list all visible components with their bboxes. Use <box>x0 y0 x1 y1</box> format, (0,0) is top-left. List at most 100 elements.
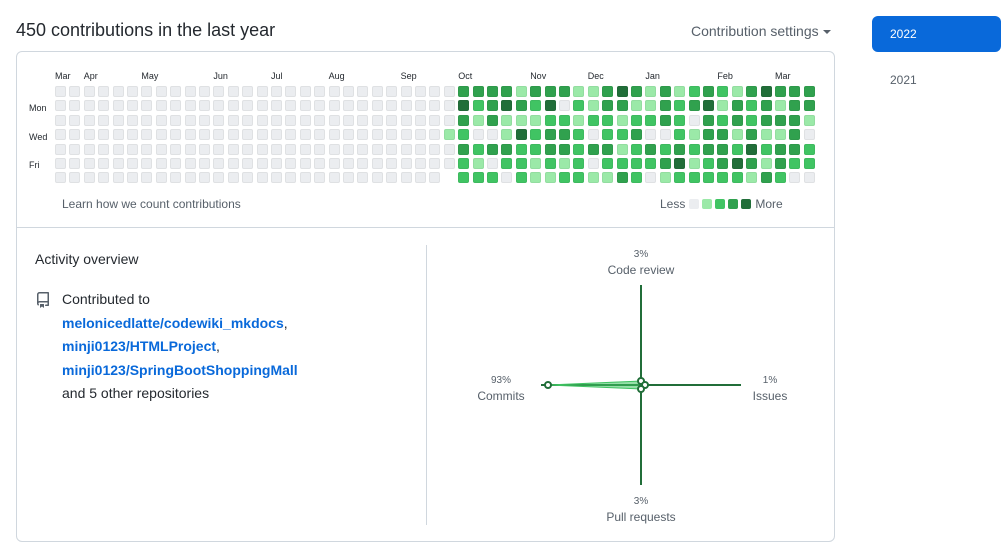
contribution-day-cell[interactable] <box>343 172 354 184</box>
contribution-day-cell[interactable] <box>415 86 426 97</box>
contribution-day-cell[interactable] <box>472 86 484 97</box>
contribution-day-cell[interactable] <box>127 158 138 169</box>
contribution-day-cell[interactable] <box>141 86 153 97</box>
contribution-day-cell[interactable] <box>775 129 786 141</box>
contribution-day-cell[interactable] <box>98 86 110 97</box>
contribution-day-cell[interactable] <box>314 143 326 155</box>
contribution-day-cell[interactable] <box>184 100 196 112</box>
contribution-day-cell[interactable] <box>400 114 412 126</box>
contribution-day-cell[interactable] <box>515 172 527 184</box>
contribution-day-cell[interactable] <box>688 143 700 155</box>
contribution-day-cell[interactable] <box>400 129 412 141</box>
contribution-day-cell[interactable] <box>357 86 369 97</box>
contribution-day-cell[interactable] <box>703 129 714 141</box>
contribution-day-cell[interactable] <box>357 172 369 184</box>
contribution-day-cell[interactable] <box>501 172 513 184</box>
contribution-day-cell[interactable] <box>256 100 268 112</box>
contribution-day-cell[interactable] <box>674 86 686 97</box>
contribution-day-cell[interactable] <box>271 114 282 126</box>
contribution-day-cell[interactable] <box>227 100 239 112</box>
contribution-day-cell[interactable] <box>127 100 138 112</box>
contribution-day-cell[interactable] <box>155 86 167 97</box>
contribution-day-cell[interactable] <box>415 114 426 126</box>
contribution-day-cell[interactable] <box>487 100 498 112</box>
contribution-day-cell[interactable] <box>789 86 801 97</box>
contribution-day-cell[interactable] <box>285 143 297 155</box>
contribution-day-cell[interactable] <box>371 86 383 97</box>
contribution-day-cell[interactable] <box>472 114 484 126</box>
contribution-day-cell[interactable] <box>184 114 196 126</box>
contribution-day-cell[interactable] <box>314 114 326 126</box>
contribution-day-cell[interactable] <box>112 143 124 155</box>
contribution-day-cell[interactable] <box>371 172 383 184</box>
contribution-day-cell[interactable] <box>429 143 441 155</box>
contribution-day-cell[interactable] <box>386 86 398 97</box>
contribution-day-cell[interactable] <box>213 100 225 112</box>
contribution-day-cell[interactable] <box>112 158 124 169</box>
contribution-day-cell[interactable] <box>256 143 268 155</box>
contribution-day-cell[interactable] <box>458 114 470 126</box>
contribution-day-cell[interactable] <box>616 129 628 141</box>
contribution-day-cell[interactable] <box>803 158 815 169</box>
contribution-day-cell[interactable] <box>285 114 297 126</box>
contribution-day-cell[interactable] <box>602 114 614 126</box>
contribution-day-cell[interactable] <box>587 100 599 112</box>
contribution-day-cell[interactable] <box>616 86 628 97</box>
contribution-day-cell[interactable] <box>731 114 743 126</box>
contribution-day-cell[interactable] <box>544 86 556 97</box>
contribution-day-cell[interactable] <box>127 114 138 126</box>
contribution-day-cell[interactable] <box>501 158 513 169</box>
contribution-day-cell[interactable] <box>746 143 758 155</box>
contribution-day-cell[interactable] <box>573 158 585 169</box>
contribution-day-cell[interactable] <box>357 158 369 169</box>
contribution-day-cell[interactable] <box>256 129 268 141</box>
contribution-day-cell[interactable] <box>213 86 225 97</box>
contribution-day-cell[interactable] <box>760 129 772 141</box>
contribution-day-cell[interactable] <box>55 158 66 169</box>
contribution-day-cell[interactable] <box>199 114 210 126</box>
contribution-day-cell[interactable] <box>242 114 254 126</box>
contribution-day-cell[interactable] <box>98 158 110 169</box>
learn-contributions-link[interactable]: Learn how we count contributions <box>62 197 241 211</box>
contribution-day-cell[interactable] <box>645 158 657 169</box>
contribution-day-cell[interactable] <box>645 129 657 141</box>
contribution-day-cell[interactable] <box>415 143 426 155</box>
contribution-day-cell[interactable] <box>775 143 786 155</box>
contribution-day-cell[interactable] <box>645 114 657 126</box>
contribution-day-cell[interactable] <box>429 86 441 97</box>
contribution-day-cell[interactable] <box>645 172 657 184</box>
contribution-day-cell[interactable] <box>515 86 527 97</box>
contribution-day-cell[interactable] <box>371 129 383 141</box>
contribution-day-cell[interactable] <box>371 114 383 126</box>
contribution-day-cell[interactable] <box>602 158 614 169</box>
contribution-day-cell[interactable] <box>573 172 585 184</box>
contribution-day-cell[interactable] <box>328 143 340 155</box>
contribution-day-cell[interactable] <box>227 114 239 126</box>
contribution-day-cell[interactable] <box>343 100 354 112</box>
contribution-day-cell[interactable] <box>271 143 282 155</box>
contribution-day-cell[interactable] <box>717 143 729 155</box>
contribution-day-cell[interactable] <box>487 143 498 155</box>
contribution-day-cell[interactable] <box>357 143 369 155</box>
year-tab-2022[interactable]: 2022 <box>872 16 1001 52</box>
contribution-day-cell[interactable] <box>69 143 81 155</box>
contribution-day-cell[interactable] <box>55 114 66 126</box>
contribution-day-cell[interactable] <box>400 158 412 169</box>
contribution-day-cell[interactable] <box>184 143 196 155</box>
contribution-day-cell[interactable] <box>256 114 268 126</box>
contribution-day-cell[interactable] <box>127 172 138 184</box>
contribution-day-cell[interactable] <box>184 86 196 97</box>
contribution-day-cell[interactable] <box>544 158 556 169</box>
contribution-day-cell[interactable] <box>429 114 441 126</box>
contribution-day-cell[interactable] <box>602 100 614 112</box>
year-tab-2021[interactable]: 2021 <box>890 73 917 87</box>
contribution-day-cell[interactable] <box>443 86 455 97</box>
contribution-day-cell[interactable] <box>631 158 642 169</box>
contribution-day-cell[interactable] <box>69 129 81 141</box>
contribution-day-cell[interactable] <box>602 143 614 155</box>
contribution-day-cell[interactable] <box>328 86 340 97</box>
contribution-day-cell[interactable] <box>141 100 153 112</box>
contribution-day-cell[interactable] <box>602 172 614 184</box>
contribution-day-cell[interactable] <box>170 158 182 169</box>
contribution-day-cell[interactable] <box>602 129 614 141</box>
